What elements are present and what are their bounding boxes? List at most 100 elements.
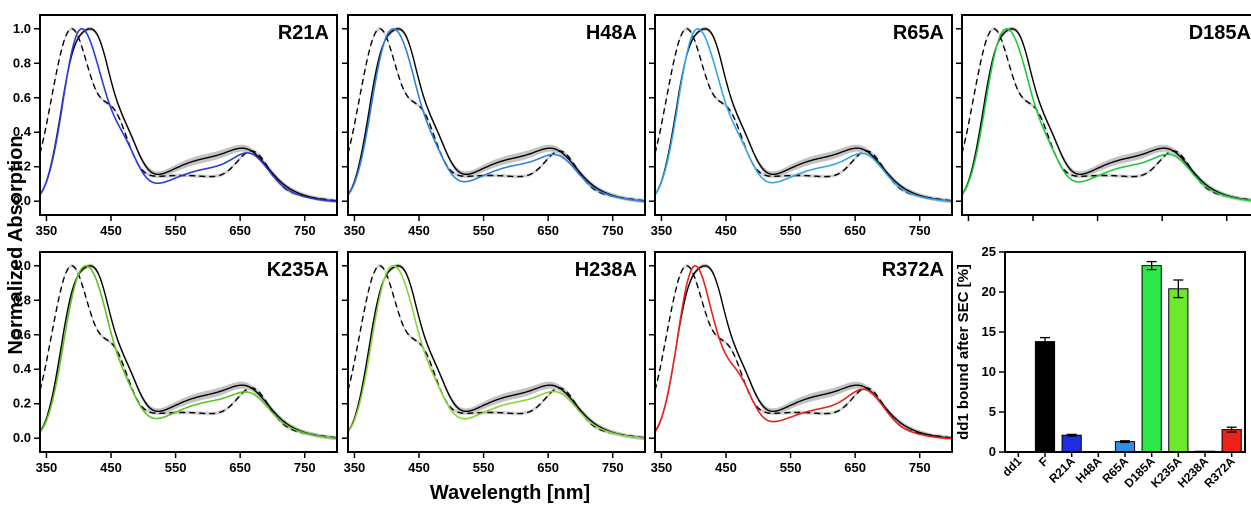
x-tick-label: 550	[165, 223, 187, 238]
spectrum-panel-k235a: 350 450 550 650 750 0.0 0.2 0.4 0.6 0.8 1.0 K235A	[13, 251, 338, 475]
spectrum-panel-frame	[961, 14, 1251, 216]
x-tick-label: 350	[651, 460, 673, 475]
bar-f	[1034, 341, 1056, 453]
x-tick-label: 650	[844, 460, 866, 475]
x-tick-label: 750	[909, 460, 931, 475]
y-tick-label: 5	[989, 404, 996, 419]
bar-k235a	[1168, 288, 1189, 453]
category-label: R372A	[1201, 454, 1238, 491]
bar-y-axis-title: dd1 bound after SEC [%]	[955, 264, 972, 440]
spectrum-panel-frame	[39, 14, 338, 216]
y-tick-label: 0.2	[13, 396, 31, 411]
x-tick-label: 750	[602, 460, 624, 475]
mutant-spectrum-line	[39, 27, 337, 202]
bar-r21a	[1061, 434, 1082, 453]
spectrum-panel-r65a: 350 450 550 650 750 R65A	[649, 14, 953, 238]
spectrum-panel-r21a: 350 450 550 650 750 0.0 0.2 0.4 0.6 0.8 1.0 R21A	[13, 14, 338, 238]
panel-title: H238A	[575, 259, 637, 281]
mutant-spectrum-line	[654, 27, 952, 202]
spectrum-panel-r372a: 350 450 550 650 750 R372A	[649, 251, 953, 475]
y-tick-label: 0.0	[13, 193, 31, 208]
panel-title: K235A	[267, 259, 329, 281]
spectrum-panel-d185a: D185A	[956, 14, 1251, 221]
x-tick-label: 650	[537, 223, 559, 238]
y-tick-label: 0.4	[13, 124, 32, 139]
y-tick-label: 0.2	[13, 159, 31, 174]
dashed-reference-band	[348, 264, 645, 440]
x-tick-label: 550	[473, 223, 495, 238]
shared-y-axis-title: Normalized Absorption	[5, 135, 27, 354]
dashed-reference-line	[39, 265, 338, 439]
x-tick-label: 550	[473, 460, 495, 475]
bar-r372a	[1221, 429, 1242, 453]
y-tick-label: 15	[982, 324, 996, 339]
spectrum-panel-frame	[654, 251, 953, 453]
dashed-reference-band	[40, 27, 337, 203]
x-tick-label: 750	[602, 223, 624, 238]
y-tick-label: 1.0	[13, 21, 31, 36]
spectrum-panel-frame	[347, 251, 646, 453]
x-tick-label: 450	[100, 460, 122, 475]
y-tick-label: 25	[982, 244, 996, 259]
mutant-spectrum-line	[39, 264, 338, 439]
spectrum-panel-frame	[39, 251, 338, 453]
panel-title: R65A	[893, 22, 944, 44]
x-tick-label: 350	[36, 223, 58, 238]
y-tick-label: 0.8	[13, 292, 31, 307]
x-tick-label: 450	[408, 223, 430, 238]
category-label: R21A	[1046, 454, 1078, 486]
x-tick-label: 750	[909, 223, 931, 238]
mutant-spectrum-line	[347, 27, 645, 202]
shared-x-axis-title: Wavelength [nm]	[430, 482, 590, 504]
solid-reference-line	[39, 28, 338, 202]
y-tick-label: 0.6	[13, 327, 31, 342]
dashed-reference-line	[961, 28, 1251, 201]
x-tick-label: 350	[651, 223, 673, 238]
x-tick-label: 350	[344, 223, 366, 238]
x-tick-label: 650	[844, 223, 866, 238]
x-tick-label: 450	[100, 223, 122, 238]
dashed-reference-band	[655, 27, 952, 203]
y-tick-label: 20	[982, 284, 996, 299]
x-tick-label: 450	[408, 460, 430, 475]
spectrum-panel-h238a: 350 450 550 650 750 H238A	[342, 251, 646, 475]
bar-chart-panel: dd1 FR21AH48AR65AD185AK235AH238AR372A0510…	[955, 244, 1246, 491]
dashed-reference-band	[40, 264, 337, 440]
spectrum-panel-h48a: 350 450 550 650 750 H48A	[342, 14, 646, 238]
mutant-spectrum-line	[961, 27, 1251, 202]
solid-reference-line	[347, 265, 646, 439]
y-tick-label: 10	[982, 364, 996, 379]
x-tick-label: 350	[344, 460, 366, 475]
category-label: H48A	[1073, 454, 1105, 486]
dashed-reference-line	[347, 28, 646, 202]
panel-title: H48A	[586, 22, 637, 44]
spectrum-panel-frame	[654, 14, 953, 216]
y-tick-label: 0.4	[13, 361, 32, 376]
x-tick-label: 550	[780, 460, 802, 475]
solid-reference-line	[39, 265, 338, 439]
solid-reference-line	[654, 265, 953, 439]
x-tick-label: 750	[294, 223, 316, 238]
solid-reference-line	[654, 28, 953, 202]
mutant-spectrum-line	[347, 264, 645, 439]
bar-r65a	[1114, 441, 1136, 453]
x-tick-label: 650	[537, 460, 559, 475]
x-tick-label: 650	[229, 460, 251, 475]
spectrum-panel-frame	[347, 14, 646, 216]
x-tick-label: 450	[715, 223, 737, 238]
x-tick-label: 350	[36, 460, 58, 475]
panel-title: R21A	[278, 22, 329, 44]
solid-reference-line	[347, 28, 646, 202]
x-tick-label: 450	[715, 460, 737, 475]
panel-title: R372A	[882, 259, 944, 281]
bar-chart-frame	[1004, 251, 1246, 453]
x-tick-label: 550	[165, 460, 187, 475]
x-tick-label: 550	[780, 223, 802, 238]
y-tick-label: 0.0	[13, 430, 31, 445]
y-tick-label: 0.8	[13, 55, 31, 70]
panel-title: D185A	[1189, 22, 1251, 44]
reference-error-band	[962, 26, 1251, 203]
category-label: F	[1036, 454, 1051, 469]
y-tick-label: 0	[989, 444, 996, 459]
